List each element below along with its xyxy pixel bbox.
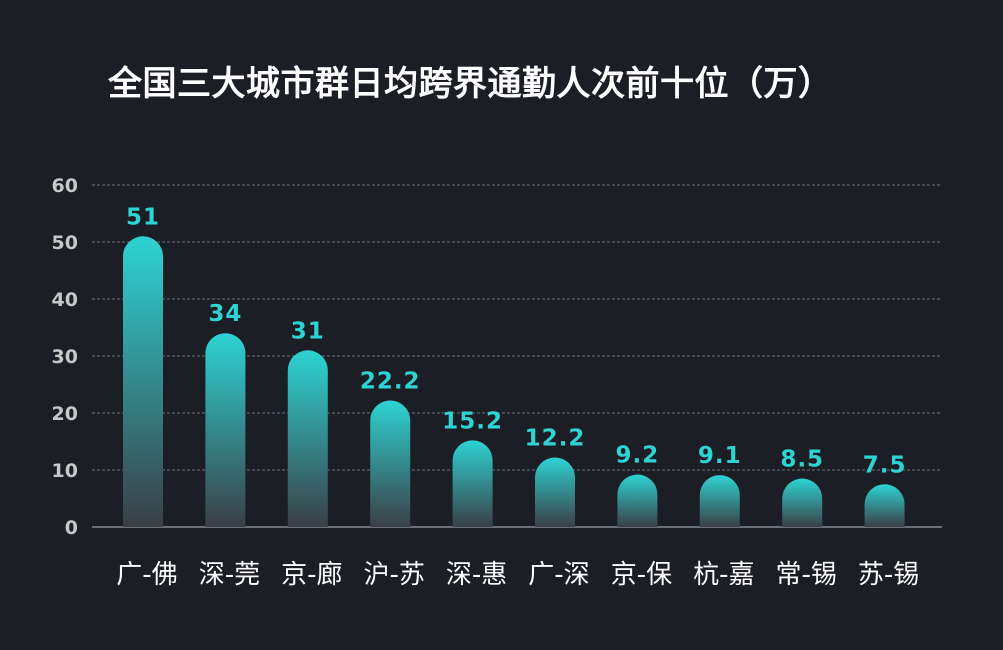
value-label: 34 [208,301,242,327]
y-tick-label: 60 [52,175,78,197]
bars [123,236,905,527]
bar-7 [617,474,658,527]
y-tick-label: 0 [65,517,78,539]
value-label: 9.2 [616,443,660,469]
bar-9 [782,478,823,527]
value-label: 31 [291,318,325,344]
bar-10 [864,484,905,527]
category-label: 苏-锡 [858,560,919,590]
category-labels: 广-佛 深-莞 京-廊 沪-苏 深-惠 广-深 京-保 杭-嘉 常-锡 苏-锡 [116,560,919,590]
category-label: 京-保 [611,560,672,590]
category-label: 杭-嘉 [693,560,754,590]
category-label: 深-惠 [446,560,507,590]
value-label: 12.2 [525,425,586,451]
value-label: 15.2 [442,408,503,434]
value-label: 8.5 [780,447,824,473]
chart-title: 全国三大城市群日均跨界通勤人次前十位（万） [108,64,833,104]
y-axis-tick-labels: 0 10 20 30 40 50 60 [52,175,78,539]
bar-5 [452,440,493,527]
y-tick-label: 20 [52,403,78,425]
value-label: 22.2 [360,368,421,394]
y-tick-label: 50 [52,232,78,254]
category-label: 常-锡 [776,560,837,590]
value-label: 9.1 [698,443,742,469]
value-label: 51 [126,204,160,230]
bar-8 [699,475,740,527]
category-label: 深-莞 [199,560,260,590]
bar-1 [123,236,163,527]
y-tick-label: 30 [52,346,78,368]
y-tick-label: 10 [52,460,78,482]
bar-4 [370,400,411,527]
value-labels: 51 34 31 22.2 15.2 12.2 9.2 9.1 8.5 7.5 [126,204,907,478]
category-label: 广-佛 [116,560,177,590]
bar-3 [287,350,328,527]
category-label: 京-廊 [281,560,342,590]
category-label: 沪-苏 [364,560,425,590]
value-label: 7.5 [863,452,907,478]
y-tick-label: 40 [52,289,78,311]
bar-2 [205,333,246,527]
category-label: 广-深 [528,560,589,590]
bar-6 [535,457,575,527]
